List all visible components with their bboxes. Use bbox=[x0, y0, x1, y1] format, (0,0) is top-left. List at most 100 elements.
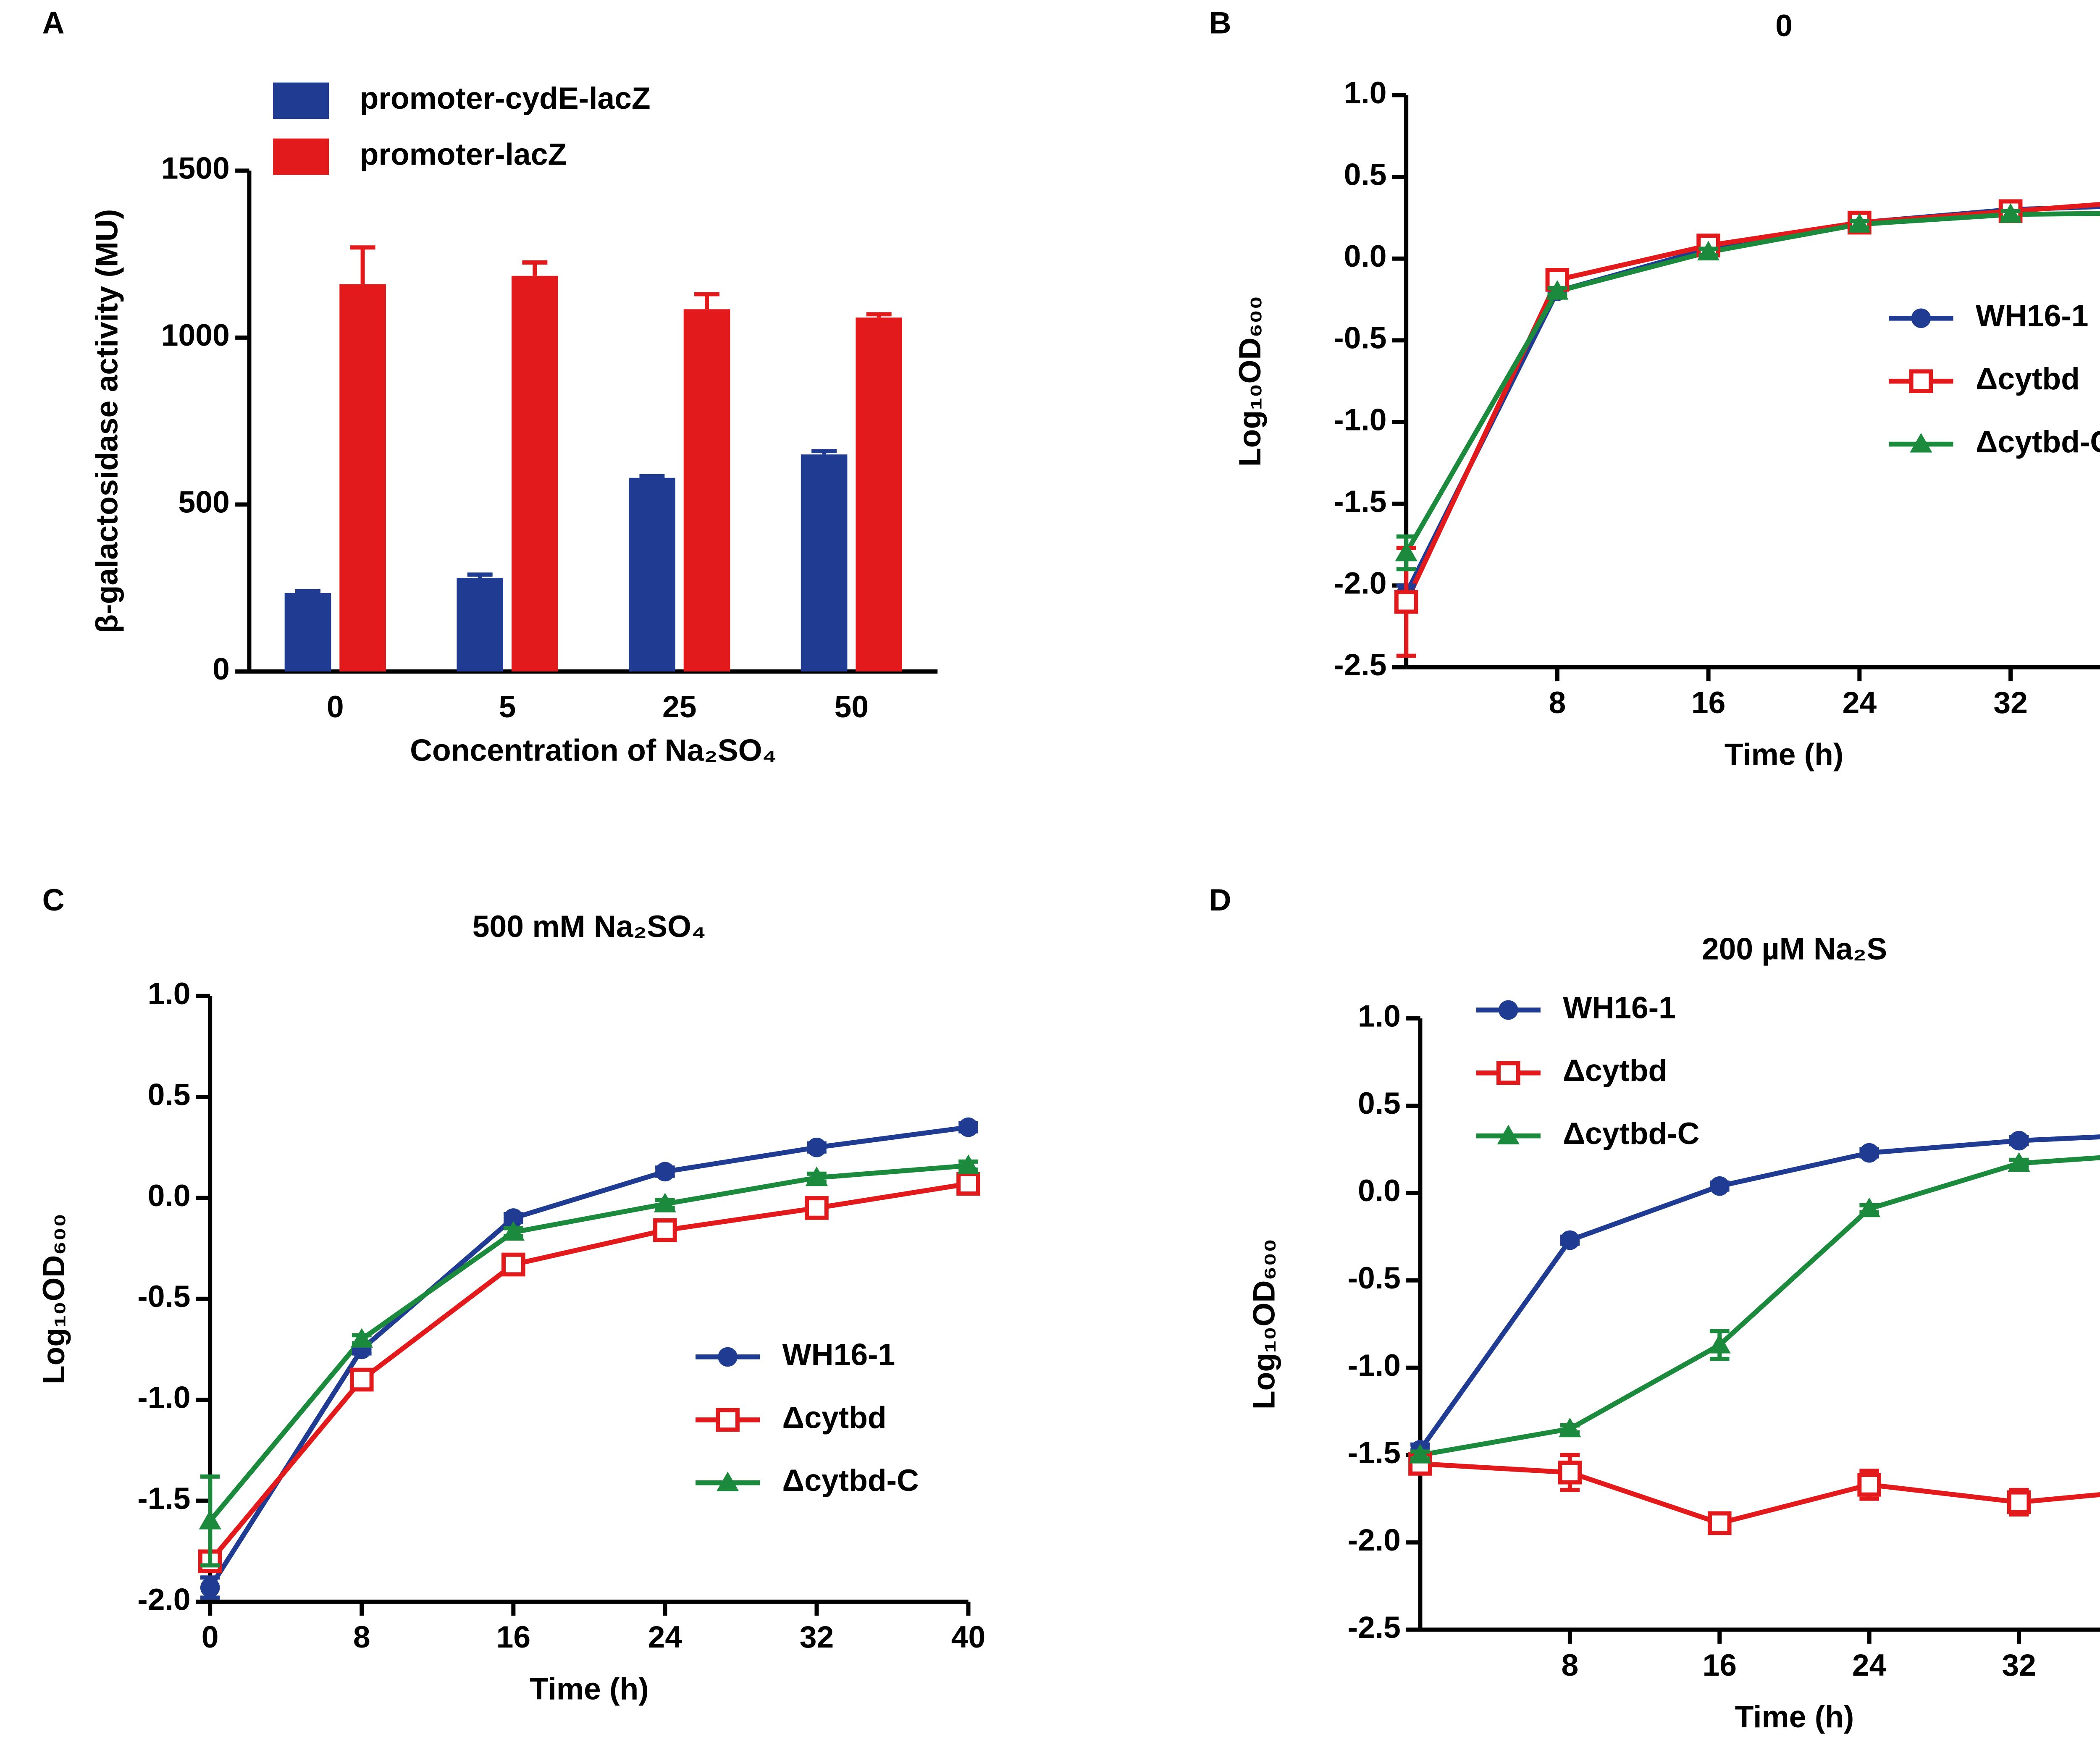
y-tick-label: 1500 bbox=[161, 151, 230, 186]
bar bbox=[683, 309, 730, 672]
legend-marker bbox=[716, 1408, 740, 1432]
marker bbox=[1708, 1333, 1731, 1354]
marker bbox=[350, 1328, 373, 1348]
marker bbox=[1707, 1511, 1732, 1535]
error-bar bbox=[467, 572, 493, 578]
x-tick-label: 50 bbox=[835, 690, 869, 724]
y-tick-label: -2.0 bbox=[1334, 566, 1386, 601]
marker bbox=[349, 1367, 374, 1392]
x-tick-label: 40 bbox=[951, 1620, 986, 1654]
x-axis-label: Time (h) bbox=[1735, 1700, 1854, 1734]
error-bar bbox=[866, 312, 892, 318]
legend-marker bbox=[1910, 433, 1932, 453]
legend-marker bbox=[1498, 1000, 1518, 1020]
marker bbox=[1395, 541, 1418, 561]
line bbox=[1420, 1461, 2100, 1526]
x-tick-label: 8 bbox=[1549, 685, 1566, 720]
marker bbox=[200, 1577, 220, 1598]
error-bar bbox=[639, 474, 665, 478]
marker bbox=[1560, 1230, 1580, 1250]
line bbox=[1404, 211, 2100, 554]
y-tick-label: -2.0 bbox=[137, 1582, 190, 1616]
marker bbox=[805, 1166, 828, 1186]
legend-label: Δcytbd-C bbox=[782, 1463, 919, 1498]
marker bbox=[958, 1117, 978, 1137]
marker bbox=[654, 1193, 677, 1212]
marker bbox=[504, 1208, 523, 1228]
y-tick-label: 0.0 bbox=[148, 1178, 191, 1213]
x-tick-label: 0 bbox=[327, 690, 344, 724]
marker bbox=[501, 1252, 525, 1277]
y-tick-label: 0 bbox=[213, 652, 230, 686]
y-tick-label: -2.0 bbox=[1348, 1523, 1401, 1557]
x-tick-label: 0 bbox=[202, 1620, 219, 1654]
legend-label: promoter-lacZ bbox=[360, 137, 567, 171]
line bbox=[208, 1181, 969, 1563]
marker bbox=[1409, 1444, 1432, 1464]
chart-title: 500 mM Na₂SO₄ bbox=[472, 909, 706, 944]
x-tick-label: 25 bbox=[662, 690, 697, 724]
marker bbox=[1697, 241, 1720, 261]
legend-label: WH16-1 bbox=[782, 1337, 895, 1372]
error-bar bbox=[295, 589, 320, 594]
bar bbox=[629, 478, 675, 672]
panel-label: B bbox=[1209, 5, 1231, 40]
y-tick-label: 0.5 bbox=[1358, 1086, 1401, 1120]
legend-label: Δcytbd bbox=[1976, 362, 2080, 396]
y-tick-label: -1.0 bbox=[1348, 1348, 1401, 1383]
error-bar bbox=[811, 449, 837, 455]
legend-marker bbox=[1909, 369, 1933, 393]
line bbox=[208, 1163, 969, 1523]
legend-marker bbox=[1496, 1061, 1520, 1085]
x-tick-label: 8 bbox=[1561, 1648, 1578, 1682]
y-tick-label: 500 bbox=[178, 485, 230, 519]
y-tick-label: -1.5 bbox=[1334, 484, 1386, 519]
bar bbox=[512, 275, 558, 672]
error-bar bbox=[522, 260, 548, 276]
y-tick-label: 1.0 bbox=[1344, 76, 1387, 110]
y-tick-label: 1000 bbox=[161, 318, 230, 352]
bar bbox=[457, 578, 504, 672]
y-tick-label: 0.5 bbox=[1344, 157, 1387, 192]
legend-label: WH16-1 bbox=[1976, 299, 2089, 333]
y-tick-label: -2.5 bbox=[1334, 648, 1386, 682]
line bbox=[1418, 1134, 2100, 1451]
marker bbox=[1999, 203, 2022, 223]
bar bbox=[339, 284, 386, 672]
marker bbox=[655, 1162, 675, 1182]
y-tick-label: -1.0 bbox=[137, 1380, 190, 1415]
y-axis-label: β-galactosidase activity (MU) bbox=[90, 209, 124, 633]
y-tick-label: 0.0 bbox=[1358, 1173, 1401, 1208]
line bbox=[1420, 1155, 2100, 1458]
y-tick-label: 1.0 bbox=[148, 976, 191, 1011]
marker bbox=[1857, 1473, 1881, 1497]
marker bbox=[1859, 1143, 1879, 1163]
legend-label: Δcytbd-C bbox=[1976, 425, 2100, 459]
y-tick-label: -1.5 bbox=[1348, 1435, 1401, 1470]
x-tick-label: 24 bbox=[1852, 1648, 1887, 1682]
marker bbox=[1559, 1417, 1581, 1438]
panel-label: C bbox=[42, 883, 65, 917]
legend-label: Δcytbd-C bbox=[1563, 1116, 1699, 1151]
x-axis-label: Time (h) bbox=[1725, 737, 1844, 771]
y-tick-label: -0.5 bbox=[1348, 1261, 1401, 1295]
legend-marker bbox=[1911, 308, 1931, 328]
bar bbox=[801, 454, 848, 672]
legend-swatch bbox=[273, 138, 329, 175]
y-tick-label: 1.0 bbox=[1358, 999, 1401, 1033]
x-tick-label: 16 bbox=[496, 1620, 531, 1654]
y-tick-label: 0.5 bbox=[148, 1077, 191, 1112]
y-tick-label: -1.5 bbox=[137, 1481, 190, 1516]
x-axis-label: Time (h) bbox=[530, 1671, 649, 1706]
y-tick-label: -1.0 bbox=[1334, 402, 1386, 437]
chart-title: 0 bbox=[1775, 8, 1793, 43]
x-tick-label: 24 bbox=[648, 1620, 682, 1654]
line bbox=[1404, 202, 2100, 603]
bar bbox=[856, 317, 903, 672]
marker bbox=[2007, 1490, 2031, 1514]
x-tick-label: 8 bbox=[353, 1620, 370, 1654]
marker bbox=[807, 1137, 827, 1157]
error-bar bbox=[694, 292, 719, 310]
legend-label: Δcytbd bbox=[1563, 1053, 1667, 1088]
